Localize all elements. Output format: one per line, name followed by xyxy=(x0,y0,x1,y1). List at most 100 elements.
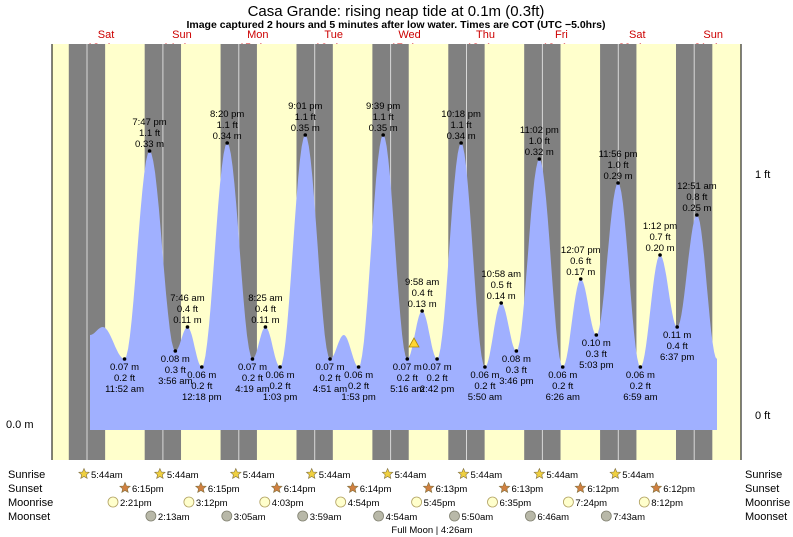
extreme-metre-label: 0.06 m xyxy=(344,370,373,381)
sunrise-icon xyxy=(153,467,166,480)
high-tide-point xyxy=(658,253,662,257)
sunset-icon xyxy=(346,481,359,494)
extreme-metre-label: 0.07 m xyxy=(238,362,267,373)
extreme-time-label: 5:16 am xyxy=(390,384,424,395)
day-name-label: Thu xyxy=(476,29,495,41)
moonrise-icon xyxy=(183,496,195,508)
high-tide-point xyxy=(459,141,463,145)
extreme-time-label: 7:46 am xyxy=(170,293,204,304)
extreme-feet-label: 0.4 ft xyxy=(667,341,688,352)
extreme-metre-label: 0.11 m xyxy=(173,315,201,326)
extreme-time-label: 6:59 am xyxy=(623,392,657,403)
sunset-time: 6:15pm xyxy=(132,484,164,495)
sunset-icon xyxy=(498,481,511,494)
sunrise-icon xyxy=(381,467,394,480)
extreme-metre-label: 0.08 m xyxy=(161,354,190,365)
moonrise-time: 4:03pm xyxy=(272,498,304,509)
moonrise-icon xyxy=(563,496,574,508)
low-tide-point xyxy=(483,365,487,369)
extreme-metre-label: 0.34 m xyxy=(213,131,242,142)
moonset-time: 4:54am xyxy=(386,512,418,523)
sunset-row-label-left: Sunset xyxy=(8,483,42,495)
high-tide-point xyxy=(381,133,385,137)
moonrise-icon xyxy=(638,496,650,508)
high-tide-point xyxy=(225,141,229,145)
extreme-metre-label: 0.06 m xyxy=(266,370,295,381)
moonrise-time: 6:35pm xyxy=(500,498,532,509)
sunrise-icon xyxy=(457,467,470,480)
sunrise-icon xyxy=(78,467,90,480)
high-tide-point xyxy=(147,149,152,153)
moonset-time: 2:13am xyxy=(158,512,190,523)
sunrise-time: 5:44am xyxy=(319,470,351,481)
extreme-metre-label: 0.06 m xyxy=(548,370,577,381)
low-tide-point xyxy=(560,365,565,369)
sunrise-icon xyxy=(229,467,242,480)
extreme-metre-label: 0.06 m xyxy=(187,370,216,381)
moonset-icon xyxy=(600,510,612,522)
daylight-band xyxy=(712,44,741,460)
low-tide-point xyxy=(328,357,332,361)
current-tide-marker-layer xyxy=(408,337,420,348)
extreme-feet-label: 1.0 ft xyxy=(608,160,629,171)
extreme-time-label: 12:18 pm xyxy=(182,392,222,403)
extreme-time-label: 10:58 am xyxy=(481,269,521,280)
current-tide-marker xyxy=(408,337,420,348)
extreme-time-label: 8:25 am xyxy=(248,293,282,304)
moonset-icon xyxy=(449,510,460,522)
day-name-label: Fri xyxy=(555,29,568,41)
extreme-time-label: 9:39 pm xyxy=(366,101,400,112)
sunset-time: 6:14pm xyxy=(284,484,316,495)
extreme-metre-label: 0.35 m xyxy=(291,123,320,134)
extreme-time-label: 9:58 am xyxy=(405,277,439,288)
moonset-row-label-right: Moonset xyxy=(745,511,787,523)
extreme-time-label: 3:46 pm xyxy=(499,376,533,387)
extreme-time-label: 4:51 am xyxy=(313,384,347,395)
sunrise-time: 5:44am xyxy=(622,470,654,481)
moonset-time: 3:59am xyxy=(310,512,342,523)
moonset-icon xyxy=(221,510,233,522)
moonrise-icon xyxy=(259,496,271,508)
moonset-time: 5:50am xyxy=(462,512,494,523)
low-tide-point xyxy=(675,325,679,329)
extreme-metre-label: 0.06 m xyxy=(470,370,499,381)
high-tide-point xyxy=(263,325,268,329)
moonrise-row-label-left: Moonrise xyxy=(8,497,53,509)
extreme-time-label: 11:02 pm xyxy=(520,125,559,136)
day-name-label: Tue xyxy=(324,29,343,41)
extreme-time-label: 6:26 am xyxy=(546,392,580,403)
sunset-icon xyxy=(422,481,435,494)
moonset-icon xyxy=(145,510,157,522)
moonset-time: 7:43am xyxy=(613,512,645,523)
sunrise-row-label-right: Sunrise xyxy=(745,469,782,481)
moonrise-time: 4:54pm xyxy=(348,498,380,509)
extreme-metre-label: 0.35 m xyxy=(369,123,398,134)
sunrise-icon xyxy=(533,467,546,480)
sunrise-time: 5:44am xyxy=(471,470,503,481)
day-name-label: Sun xyxy=(172,29,192,41)
sunset-icon xyxy=(650,481,663,494)
extreme-feet-label: 1.1 ft xyxy=(373,112,394,123)
extreme-metre-label: 0.13 m xyxy=(408,299,437,310)
tide-area-layer xyxy=(90,135,717,430)
extreme-feet-label: 0.4 ft xyxy=(255,304,276,315)
moon-phase-footer: Full Moon | 4:26am xyxy=(391,525,472,536)
high-tide-point xyxy=(695,213,699,217)
moonrise-time: 7:24pm xyxy=(575,498,607,509)
extreme-time-label: 7:47 pm xyxy=(132,117,166,128)
extreme-metre-label: 0.34 m xyxy=(447,131,476,142)
astronomy-rows: Sunrise Sunset Moonrise Moonset Sunrise … xyxy=(8,467,790,523)
extreme-metre-label: 0.32 m xyxy=(525,147,554,158)
extreme-time-label: 3:56 am xyxy=(158,376,192,387)
extreme-metre-label: 0.07 m xyxy=(393,362,422,373)
axes: 0.0 m 0 ft 1 ft xyxy=(6,44,770,460)
extreme-feet-label: 0.7 ft xyxy=(649,232,670,243)
moonset-icon xyxy=(297,510,309,522)
extreme-feet-label: 0.3 ft xyxy=(586,349,607,360)
sunrise-time: 5:44am xyxy=(395,470,427,481)
sunrise-time: 5:44am xyxy=(546,470,578,481)
extreme-time-label: 11:52 am xyxy=(105,384,144,395)
sunset-icon xyxy=(194,481,207,494)
